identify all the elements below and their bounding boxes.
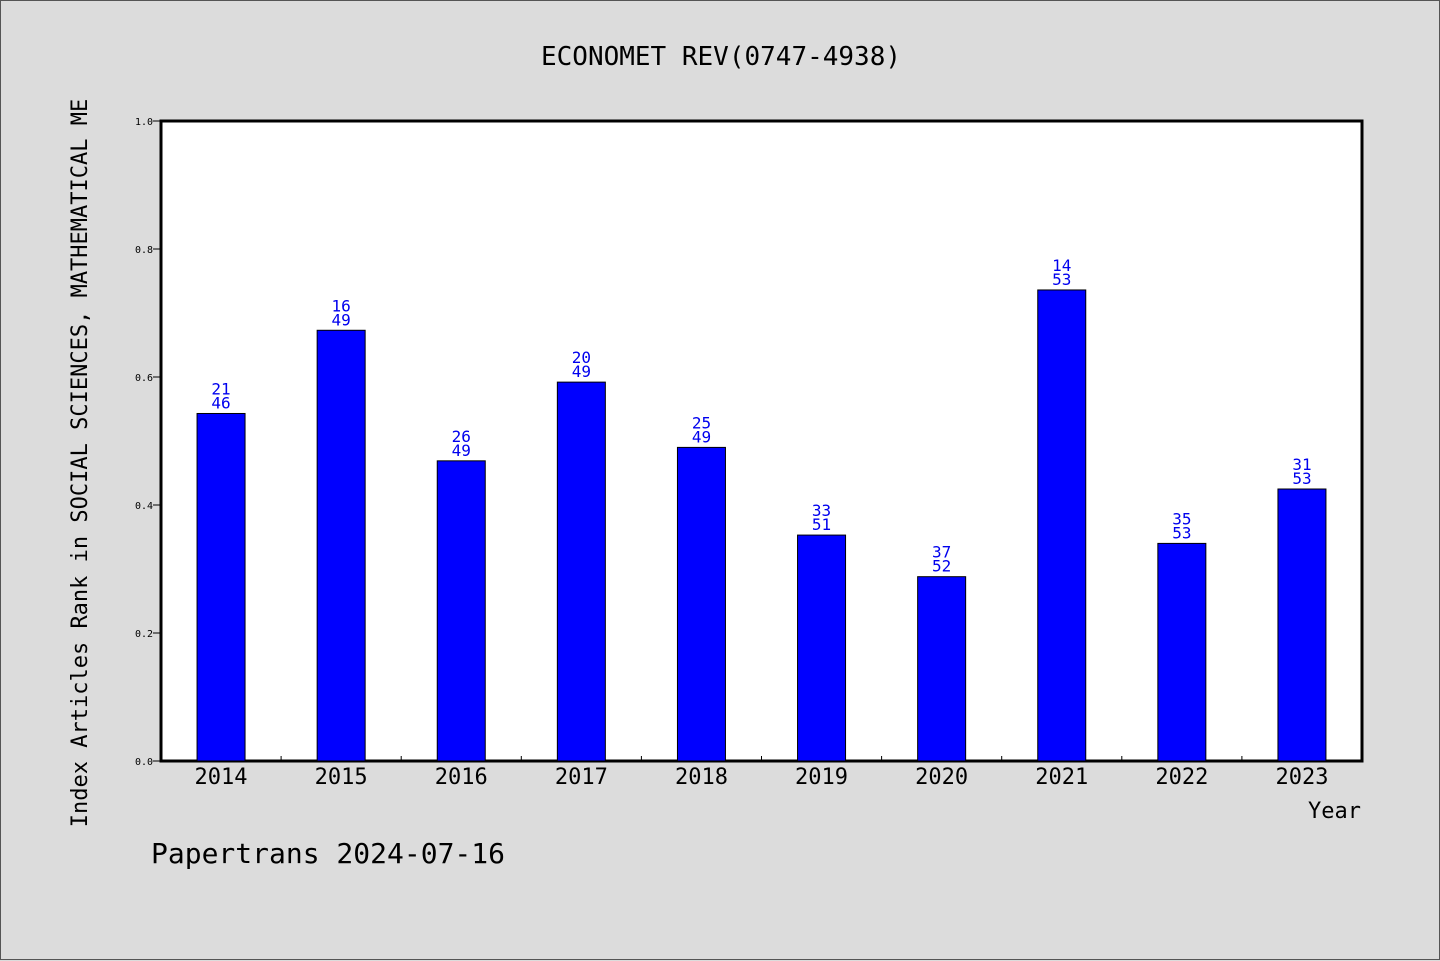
bar-rank-label: 20 <box>572 348 591 367</box>
bar-2016 <box>436 460 486 762</box>
bar-2022 <box>1157 542 1207 762</box>
bar-total-label: 49 <box>572 362 591 381</box>
bar-total-label: 53 <box>1052 270 1071 289</box>
x-axis-label: Year <box>1308 799 1361 824</box>
y-tick-label: 1.0 <box>135 117 153 128</box>
x-tick-label: 2016 <box>435 765 488 790</box>
bar-rank-label: 33 <box>812 501 831 520</box>
bar-rank-label: 21 <box>211 379 230 398</box>
bar-rank-label: 14 <box>1052 256 1071 275</box>
bar-total-label: 46 <box>211 393 230 412</box>
chart-title: ECONOMET REV(0747-4938) <box>541 42 901 72</box>
x-tick-label: 2014 <box>195 765 248 790</box>
y-tick-label: 0.8 <box>135 245 153 256</box>
bar-2018 <box>676 446 726 762</box>
y-axis: 0.0 0.2 0.4 0.6 0.8 1.0 <box>135 117 161 768</box>
bar-2023 <box>1277 488 1327 762</box>
y-tick-label: 0.4 <box>135 501 153 512</box>
bar-rank-label: 35 <box>1172 509 1191 528</box>
x-tick-label: 2015 <box>315 765 368 790</box>
bar-rank-label: 16 <box>332 296 351 315</box>
y-tick-label: 0.6 <box>135 373 153 384</box>
bar-total-label: 49 <box>332 310 351 329</box>
bar-rank-label: 37 <box>932 543 951 562</box>
x-axis: 2014 2015 2016 2017 2018 2019 2020 2021 2022 2023 <box>195 756 1328 790</box>
bar-2014 <box>196 412 246 762</box>
bar-2020 <box>917 576 967 762</box>
bar-total-label: 49 <box>692 427 711 446</box>
bar-rank-label: 31 <box>1292 455 1311 474</box>
x-tick-label: 2020 <box>915 765 968 790</box>
bar-rank-label: 26 <box>452 427 471 446</box>
x-tick-label: 2023 <box>1275 765 1328 790</box>
x-tick-label: 2019 <box>795 765 848 790</box>
bar-rank-label: 25 <box>692 413 711 432</box>
bar-2021 <box>1037 289 1087 762</box>
y-tick-label: 0.0 <box>135 757 153 768</box>
bar-2015 <box>316 329 366 762</box>
y-tick-label: 0.2 <box>135 629 153 640</box>
footer-credit: Papertrans 2024-07-16 <box>151 837 505 870</box>
x-tick-label: 2021 <box>1035 765 1088 790</box>
bar-2017 <box>556 381 606 762</box>
bar-total-label: 52 <box>932 557 951 576</box>
bar-total-label: 53 <box>1292 469 1311 488</box>
x-tick-label: 2017 <box>555 765 608 790</box>
bar-total-label: 51 <box>812 515 831 534</box>
bar-total-label: 53 <box>1172 523 1191 542</box>
x-tick-label: 2018 <box>675 765 728 790</box>
bar-2019 <box>797 534 847 762</box>
x-tick-label: 2022 <box>1155 765 1208 790</box>
bar-total-label: 49 <box>452 441 471 460</box>
y-axis-label: Index Articles Rank in SOCIAL SCIENCES, … <box>68 99 93 827</box>
